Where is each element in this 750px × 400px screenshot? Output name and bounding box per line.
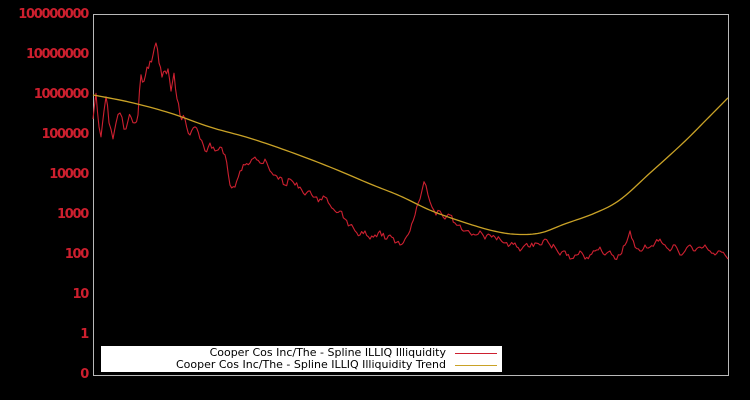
y-tick-label: 100000000 xyxy=(18,7,89,22)
y-tick-label: 10000000 xyxy=(26,47,89,62)
legend-label-illiquidity: Cooper Cos Inc/The - Spline ILLIQ Illiqu… xyxy=(209,346,446,359)
y-tick-label: 0 xyxy=(80,367,89,382)
y-tick-label: 10 xyxy=(72,287,90,302)
y-tick-label: 100 xyxy=(64,247,90,262)
legend-label-trend: Cooper Cos Inc/The - Spline ILLIQ Illiqu… xyxy=(175,358,446,371)
y-tick-label: 100000 xyxy=(41,127,90,142)
y-tick-label: 1000 xyxy=(57,207,89,222)
legend-line-sample-red xyxy=(455,352,497,354)
legend-row-illiquidity: Cooper Cos Inc/The - Spline ILLIQ Illiqu… xyxy=(101,347,497,359)
legend-line-sample-yellow xyxy=(455,364,497,366)
y-tick-label: 10000 xyxy=(49,167,89,182)
legend: Cooper Cos Inc/The - Spline ILLIQ Illiqu… xyxy=(101,346,502,372)
legend-row-trend: Cooper Cos Inc/The - Spline ILLIQ Illiqu… xyxy=(101,359,497,371)
y-tick-label: 1 xyxy=(80,327,89,342)
y-tick-label: 1000000 xyxy=(33,87,90,102)
